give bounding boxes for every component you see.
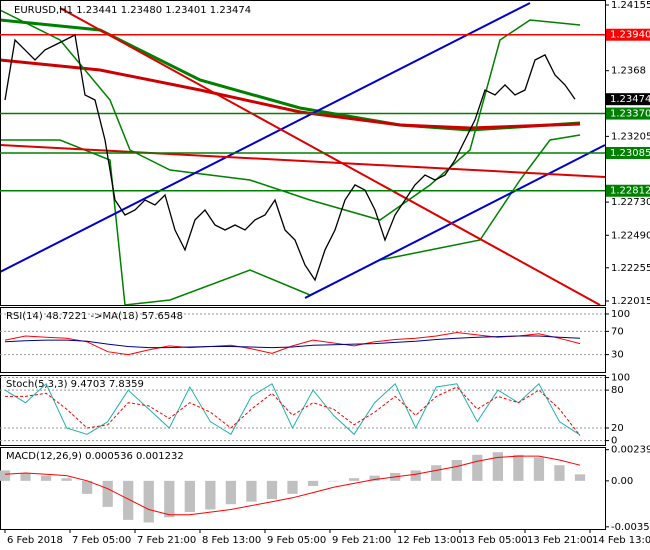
y-tick-label: -0.003533 [611,522,650,533]
indicator-line [4,335,581,349]
histogram-bar [492,452,503,481]
histogram-bar [431,465,442,481]
y-tick-label: 1.22490 [611,230,650,241]
histogram-bar [184,480,195,513]
histogram-bar [102,480,113,507]
panel-frame [0,307,606,373]
x-tick-label: 7 Feb 21:00 [137,535,196,546]
histogram-bar [143,480,154,523]
histogram-bar [328,480,339,482]
histogram-bar [574,474,586,481]
histogram-bar [287,480,298,494]
level-label: 1.23085 [610,148,650,159]
y-tick-label: 0 [611,436,617,447]
trend-line [59,7,601,306]
indicator-line [4,331,581,356]
indicator-line [5,386,581,436]
y-tick-label: 100 [611,309,630,320]
y-tick-label: 70 [611,326,624,337]
histogram-bar [123,480,134,520]
trend-line [0,144,606,178]
indicator-title: Stoch(5,3,3) 9.4703 7.8359 [6,379,144,390]
histogram-bar [266,480,278,500]
level-label: 1.22812 [610,186,650,197]
histogram-bar [410,470,421,481]
histogram-bar [20,473,31,481]
x-tick-label: 13 Feb 05:00 [462,535,528,546]
panel-frame [0,375,606,446]
current-price-box [606,93,650,106]
panel-frame [0,447,606,530]
histogram-bar [225,480,237,505]
x-tick-label: 13 Feb 21:00 [527,535,593,546]
y-tick-label: 1.22255 [611,263,650,274]
histogram-bar [307,480,319,487]
trend-line [0,2,531,273]
y-tick-label: 20 [611,423,624,434]
bollinger-band [0,9,581,221]
y-tick-label: 1.22015 [611,296,650,307]
x-tick-label: 14 Feb 13:00 [592,535,650,546]
x-tick-label: 12 Feb 13:00 [397,535,463,546]
histogram-bar [472,454,483,481]
trend-line [304,144,606,299]
moving-average [0,58,581,130]
y-tick-label: 80 [611,385,624,396]
y-tick-label: 1.22730 [611,197,650,208]
level-label: 1.23370 [610,109,650,120]
histogram-bar [451,460,462,481]
price-line [4,34,576,282]
histogram-bar [246,480,257,502]
histogram-bar [0,470,11,481]
level-label: 1.23940 [610,30,650,41]
x-tick-label: 6 Feb 2018 [7,535,63,546]
indicator-line [4,382,581,436]
histogram-bar [82,480,93,494]
level-label-box [606,28,650,41]
y-tick-label: 1.2368 [611,66,646,77]
y-tick-label: 0.002396 [611,445,650,456]
histogram-bar [369,475,380,481]
y-tick-label: 30 [611,350,624,361]
histogram-bar [205,480,216,510]
histogram-bar [348,478,360,481]
histogram-bar [40,475,52,481]
y-tick-label: 100 [611,373,630,384]
histogram-bar [533,457,545,481]
y-tick-label: 0.00 [611,476,633,487]
histogram-bar [164,480,175,518]
level-label-box [606,146,650,159]
current-price-label: 1.23474 [610,94,650,105]
histogram-bar [61,478,72,481]
indicator-line [4,455,581,516]
histogram-bar [513,454,524,481]
indicator-title: RSI(14) 48.7221 ->MA(18) 57.6548 [6,311,183,322]
level-label-box [606,184,650,197]
symbol-header: EURUSD,H1 1.23441 1.23480 1.23401 1.2347… [14,5,251,16]
y-tick-label: 1.24155 [611,0,650,11]
x-tick-label: 7 Feb 05:00 [72,535,131,546]
x-tick-label: 9 Feb 21:00 [332,535,391,546]
indicator-title: MACD(12,26,9) 0.000536 0.001232 [6,451,184,462]
x-tick-label: 9 Feb 05:00 [267,535,326,546]
level-label-box [606,107,650,120]
y-tick-label: 1.23205 [611,131,650,142]
x-tick-label: 8 Feb 13:00 [202,535,261,546]
histogram-bar [554,465,565,481]
